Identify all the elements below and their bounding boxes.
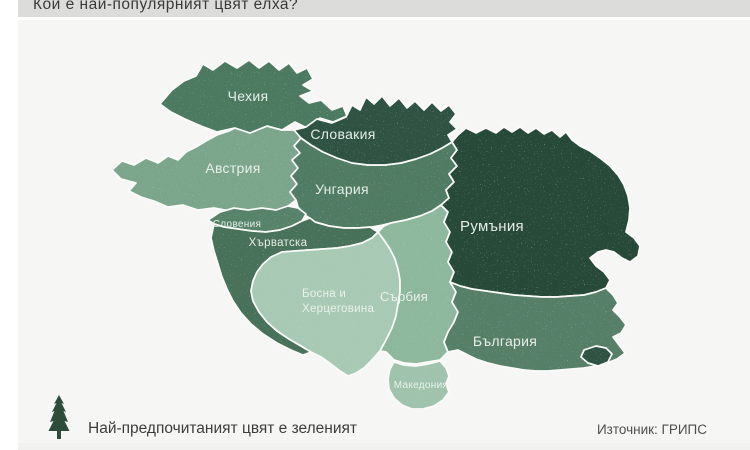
country-labels: Чехия Словакия Австрия Унгария Словения … [205, 88, 537, 391]
country-slovakia [293, 95, 458, 166]
country-label-czechia: Чехия [228, 88, 269, 104]
country-label-slovenia: Словения [213, 219, 261, 230]
country-label-serbia: Сърбия [380, 289, 428, 304]
country-label-slovakia: Словакия [310, 126, 375, 142]
map-note: Най-предпочитаният цвят е зеленият [88, 420, 358, 437]
tree-icon [48, 395, 70, 439]
country-label-croatia: Хърватска [249, 237, 308, 249]
country-label-bosnia-line2: Херцеговина [302, 303, 375, 315]
country-label-bosnia-line1: Босна и [302, 288, 346, 300]
bottom-divider [18, 443, 750, 450]
page-title: Кой е най-популярният цвят елха? [33, 0, 299, 13]
country-macedonia [387, 360, 450, 410]
country-label-austria: Австрия [205, 160, 260, 176]
country-bulgaria [443, 281, 627, 372]
country-se-fragment [580, 345, 613, 367]
country-label-bulgaria: България [473, 333, 537, 349]
country-label-romania: Румъния [460, 218, 524, 235]
country-romania [440, 126, 641, 298]
country-label-macedonia: Македония [394, 380, 448, 391]
title-bar: Кой е най-популярният цвят елха? [18, 0, 750, 17]
country-czechia [159, 59, 348, 134]
source-label: Източник: ГРИПС [596, 422, 707, 437]
country-bosnia-herzegovina [250, 231, 401, 377]
country-label-hungary: Унгария [315, 181, 369, 197]
